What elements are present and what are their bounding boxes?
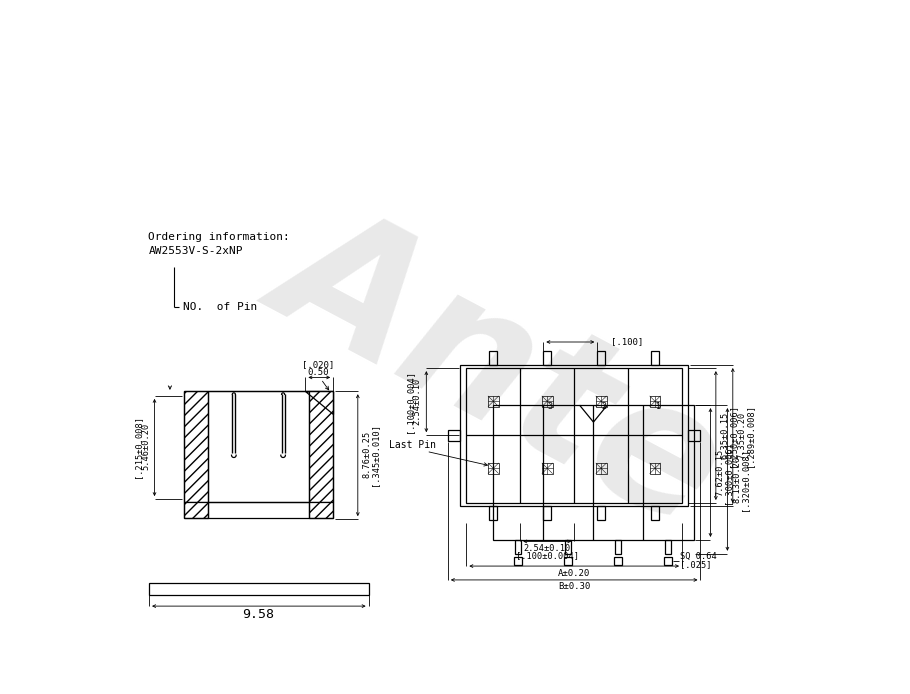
- Bar: [448, 430, 460, 441]
- Text: Last Pin: Last Pin: [389, 440, 437, 450]
- Bar: [149, 583, 369, 595]
- Text: 2.54±0.10: 2.54±0.10: [413, 378, 421, 425]
- Bar: [596, 463, 606, 474]
- Bar: [664, 557, 672, 564]
- Text: [.289±0.008]: [.289±0.008]: [745, 404, 754, 466]
- Bar: [490, 506, 497, 520]
- Text: SQ 0.64: SQ 0.64: [680, 552, 716, 561]
- Text: [.320±0.008]: [.320±0.008]: [740, 448, 749, 511]
- Polygon shape: [306, 391, 333, 414]
- Text: [.100]: [.100]: [612, 337, 643, 346]
- Bar: [184, 502, 208, 518]
- Bar: [490, 351, 497, 365]
- Text: 5.46±0.20: 5.46±0.20: [141, 423, 150, 471]
- Text: 8.76±0.25: 8.76±0.25: [362, 431, 371, 478]
- Bar: [543, 506, 551, 520]
- Bar: [650, 396, 661, 407]
- Bar: [515, 540, 521, 554]
- Text: [.100±0.004]: [.100±0.004]: [516, 552, 579, 561]
- Text: [.300±0.006]: [.300±0.006]: [723, 441, 732, 504]
- Text: 1: 1: [655, 403, 661, 411]
- Bar: [615, 540, 622, 554]
- Text: [.100±0.004]: [.100±0.004]: [405, 370, 414, 433]
- Text: AW2553V-S-2xNP: AW2553V-S-2xNP: [148, 246, 243, 256]
- Text: 7.35±0.20: 7.35±0.20: [737, 412, 746, 459]
- Bar: [488, 396, 499, 407]
- Text: 8.13±0.20: 8.13±0.20: [732, 455, 741, 502]
- Text: NO.  of Pin: NO. of Pin: [183, 302, 258, 312]
- Text: Ordering information:: Ordering information:: [148, 232, 290, 242]
- Text: 0.50: 0.50: [307, 368, 329, 377]
- Bar: [541, 463, 552, 474]
- Bar: [541, 396, 552, 407]
- Bar: [514, 557, 521, 564]
- Text: [.020]: [.020]: [301, 361, 334, 370]
- Text: 2: 2: [602, 403, 607, 411]
- Bar: [488, 463, 499, 474]
- Bar: [466, 369, 682, 503]
- Bar: [597, 351, 605, 365]
- Bar: [688, 430, 701, 441]
- Text: [.215±0.008]: [.215±0.008]: [133, 415, 142, 478]
- Bar: [308, 391, 333, 502]
- Bar: [596, 396, 606, 407]
- Text: B±0.30: B±0.30: [558, 582, 591, 591]
- Text: 6.35±0.15: 6.35±0.15: [721, 412, 730, 459]
- Bar: [652, 351, 659, 365]
- Bar: [493, 405, 693, 540]
- Text: [.250±0.006]: [.250±0.006]: [728, 404, 737, 466]
- Bar: [652, 506, 659, 520]
- Bar: [184, 391, 208, 502]
- Bar: [565, 540, 571, 554]
- Bar: [460, 365, 688, 506]
- Bar: [597, 506, 605, 520]
- Text: A±0.20: A±0.20: [558, 568, 591, 577]
- Bar: [650, 463, 661, 474]
- Text: Ante: Ante: [249, 178, 753, 558]
- Text: 7.62±0.15: 7.62±0.15: [715, 448, 724, 496]
- Bar: [308, 502, 333, 518]
- Bar: [665, 540, 672, 554]
- Text: 3: 3: [548, 403, 552, 411]
- Bar: [543, 351, 551, 365]
- Bar: [614, 557, 622, 564]
- Text: 9.58: 9.58: [242, 608, 275, 621]
- Text: [.025]: [.025]: [680, 560, 712, 569]
- Text: [.345±0.010]: [.345±0.010]: [370, 423, 379, 486]
- Text: 2.54±0.10: 2.54±0.10: [523, 544, 571, 553]
- Bar: [564, 557, 571, 564]
